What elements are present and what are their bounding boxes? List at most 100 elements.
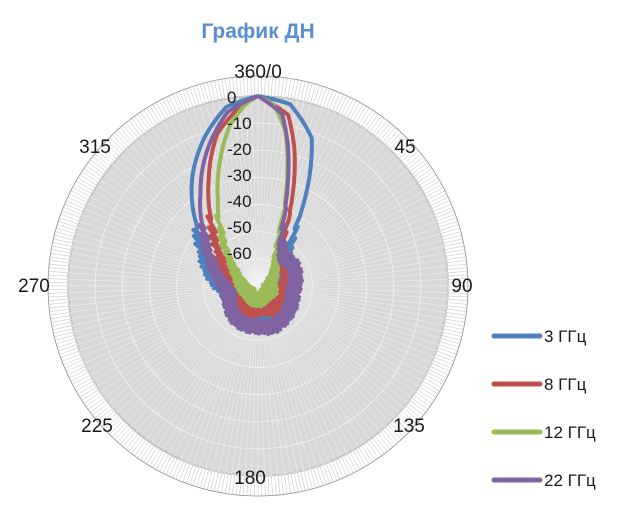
tick-mark [85,394,103,407]
tick-mark [64,203,84,212]
tick-mark [344,455,354,474]
tick-mark [224,78,229,99]
tick-mark [117,427,132,443]
tick-mark [372,118,385,135]
tick-mark [169,95,178,114]
tick-mark [203,469,210,489]
tick-mark [277,474,281,495]
radial-gridline [203,231,313,341]
tick-mark [146,446,158,465]
radial-tick-label: -20 [227,140,252,159]
tick-mark [446,260,467,264]
tick-mark [49,260,70,264]
tick-mark [294,472,299,493]
tick-mark [182,463,191,483]
tick-mark [221,473,226,493]
radial-tick-label: -50 [227,218,252,237]
radial-gridline [149,177,367,395]
tick-mark [338,95,347,114]
tick-mark [382,429,396,445]
legend: 3 ГГц 8 ГГц 12 ГГц 22 ГГц [491,327,596,490]
tick-mark [143,445,155,463]
tick-mark [264,76,266,97]
tick-mark [81,171,99,183]
tick-mark [109,420,124,435]
legend-label: 12 ГГц [544,423,596,442]
tick-mark [435,353,455,362]
tick-mark [401,148,417,162]
tick-mark [131,118,144,135]
tick-mark [99,410,115,424]
tick-mark [206,470,213,490]
tick-mark [407,402,424,416]
tick-mark [58,220,78,228]
tick-mark [428,193,447,203]
spoke [218,100,259,287]
tick-mark [60,350,80,359]
tick-mark [172,459,181,478]
spoke [168,118,259,287]
tick-mark [50,252,71,257]
tick-mark [52,325,73,330]
tick-mark [165,97,175,116]
tick-mark [54,331,74,338]
spoke [199,105,259,287]
angle-label: 90 [451,276,472,297]
tick-mark [425,187,444,198]
radial-tick-label: -10 [227,114,252,133]
tick-mark [297,80,302,101]
tick-mark [74,377,92,389]
tick-mark [418,174,437,186]
spoke [257,96,265,287]
tick-mark [389,422,405,438]
tick-mark [418,386,437,398]
tick-mark [300,81,306,101]
tick-mark [50,256,70,260]
tick-mark [447,299,468,301]
tick-mark [159,100,170,119]
tick-mark [56,338,76,345]
tick-mark [361,445,373,463]
tick-mark [445,249,465,254]
tick-mark [66,200,85,209]
tick-mark [358,107,370,126]
tick-mark [352,450,364,468]
tick-mark [199,468,206,488]
radial-tick-label: -40 [227,192,252,211]
tick-mark [235,474,239,495]
tick-mark [444,322,465,327]
angle-label: 225 [81,416,113,437]
angle-label: 270 [18,276,50,297]
tick-mark [437,347,457,355]
tick-mark [374,120,388,137]
tick-mark [392,137,407,152]
tick-mark [280,77,284,98]
tick-mark [349,452,361,470]
tick-mark [294,79,299,100]
tick-mark [366,441,379,459]
tick-mark [49,263,70,267]
tick-mark [434,356,453,365]
tick-mark [420,177,439,189]
tick-mark [143,109,155,127]
tick-mark [114,424,129,440]
tick-mark [387,132,402,148]
label-layer: 360/0 45 90 135 180 225 270 315 0 -10 -20 -30 -40 -50… [18,62,472,489]
tick-mark [90,159,107,172]
tick-mark [64,360,84,369]
tick-mark [306,469,313,489]
tick-mark [162,98,172,117]
tick-mark [441,231,461,238]
tick-mark [63,356,82,365]
tick-mark [446,256,466,260]
tick-mark [232,77,236,98]
spoke [244,96,259,287]
tick-mark [437,217,457,225]
tick-mark [431,363,450,372]
tick-mark [60,213,80,222]
tick-mark [399,412,415,427]
tick-mark [394,417,410,433]
tick-mark [427,372,446,382]
tick-mark [59,217,79,225]
tick-mark [203,83,210,103]
